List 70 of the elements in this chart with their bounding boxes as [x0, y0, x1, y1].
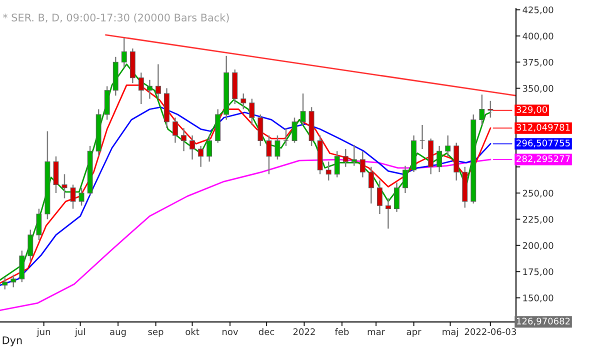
x-tick-label: dec — [258, 328, 274, 336]
candlestick — [394, 182, 400, 213]
candlestick — [334, 150, 340, 178]
candlestick — [436, 145, 442, 173]
candlestick — [53, 156, 59, 194]
candlestick — [300, 92, 306, 126]
candlestick — [360, 150, 366, 178]
candlestick — [36, 208, 42, 241]
candlestick — [420, 124, 426, 150]
y-tick-label: 225,00 — [522, 216, 554, 224]
candlestick — [292, 117, 298, 144]
x-tick-label: aug — [110, 330, 126, 337]
candlestick — [351, 144, 357, 166]
candlestick — [2, 276, 8, 290]
text: Dyn — [2, 336, 22, 346]
candlestick — [488, 100, 494, 118]
candlestick — [138, 72, 144, 105]
annotation: 329,00 — [516, 106, 547, 114]
annotation: 312,049781 — [516, 124, 570, 132]
candlestick — [249, 98, 255, 126]
candlestick — [146, 79, 152, 100]
candlestick — [386, 198, 391, 230]
x-tick-label: maj — [442, 328, 458, 337]
y-tick-label: 425,00 — [522, 6, 554, 14]
candlestick — [266, 134, 272, 175]
x-tick-label: apr — [406, 330, 422, 337]
candlestick — [376, 180, 382, 215]
y-tick-label: 375,00 — [522, 58, 554, 67]
annotation: 282,295277 — [516, 155, 570, 164]
chart-title: * SER. B, D, 09:00-17:30 (20000 Bars Back) — [2, 13, 229, 23]
x-tick-label: sep — [148, 330, 164, 337]
y-tick-label: 200,00 — [522, 242, 554, 250]
y-tick-label: 350,00 — [522, 85, 554, 93]
candlestick — [155, 64, 161, 100]
x-tick-label: jun — [36, 328, 50, 337]
candlestick — [368, 166, 374, 204]
candlestick — [274, 134, 280, 160]
candlestick — [78, 187, 84, 206]
candlestick — [445, 134, 451, 158]
candlestick — [326, 160, 332, 182]
candlestick — [402, 165, 408, 194]
x-tick-label: okt — [186, 328, 200, 336]
candlestick — [172, 117, 178, 144]
x-tick-label: mar — [368, 330, 386, 336]
candlestick — [206, 134, 212, 162]
x-tick-label: nov — [222, 330, 238, 336]
candlestick — [10, 274, 16, 288]
candlestick — [28, 229, 34, 262]
y-tick-label: 150,00 — [523, 294, 554, 302]
y-tick-label: 250,00 — [522, 190, 554, 198]
text: 126,970682 — [516, 318, 570, 326]
candlestick — [198, 145, 204, 168]
y-tick-label: 400,00 — [522, 32, 554, 40]
candlestick — [479, 94, 485, 126]
candlestick — [19, 250, 25, 283]
candlestick — [70, 184, 76, 210]
candlestick — [258, 114, 264, 147]
candlestick — [240, 92, 246, 110]
candlestick — [121, 37, 127, 68]
candlestick — [283, 127, 289, 147]
candlestick — [181, 127, 186, 152]
candlestick — [342, 148, 348, 168]
candlestick — [62, 174, 68, 199]
x-tick-label: 2022-06-03 — [464, 328, 516, 336]
annotation: 296,507755 — [516, 140, 570, 148]
x-tick-label: 2022 — [293, 328, 315, 336]
x-tick-label: jul — [74, 328, 85, 337]
y-tick-label: 175,00 — [523, 268, 554, 276]
candlestick — [190, 134, 195, 160]
x-tick-label: feb — [334, 328, 349, 336]
